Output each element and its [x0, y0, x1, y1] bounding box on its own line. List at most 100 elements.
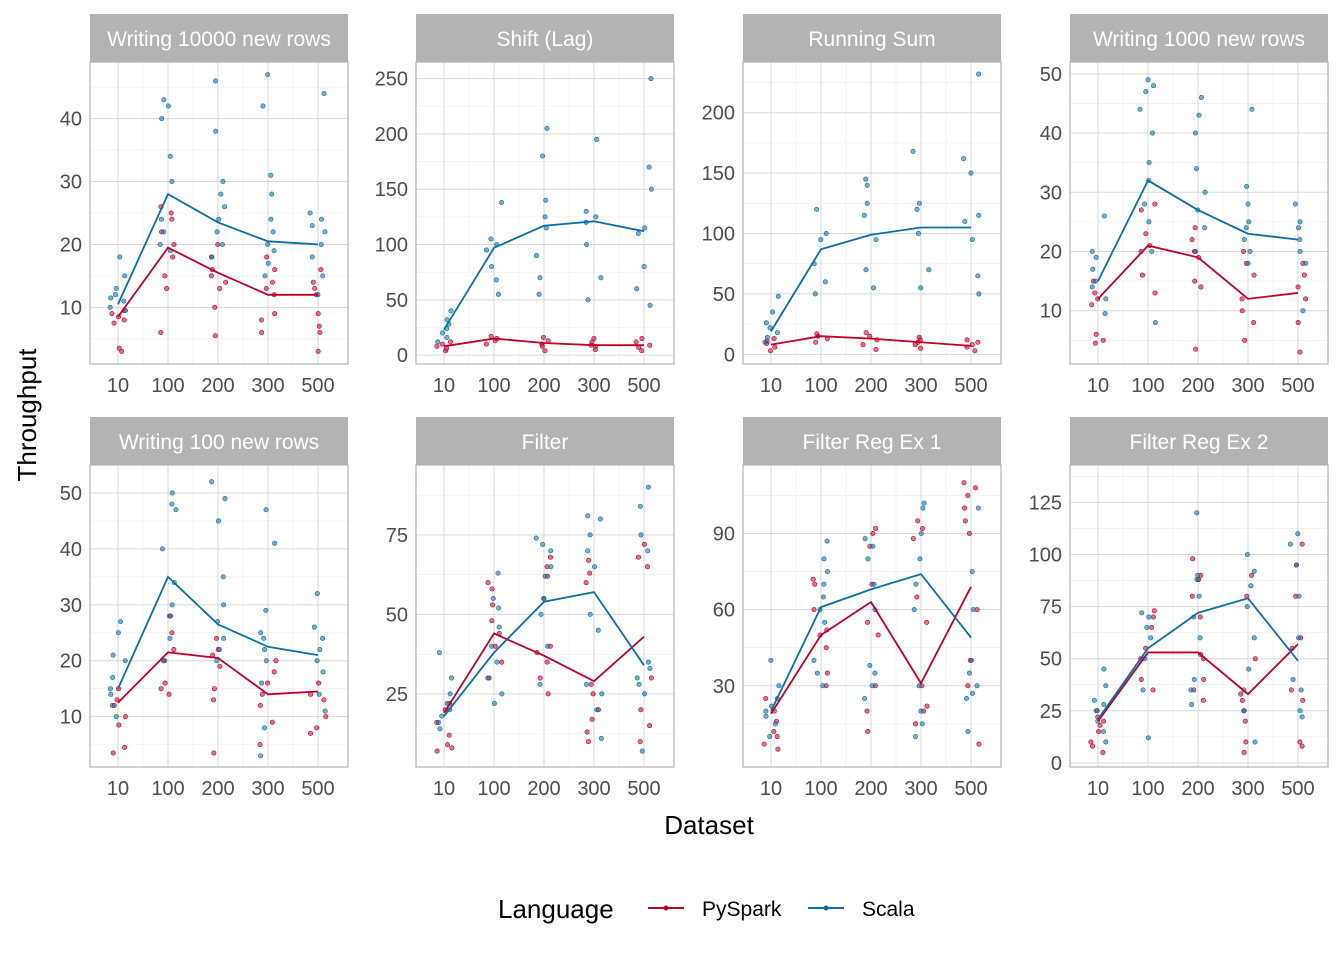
data-point — [647, 302, 653, 308]
data-point — [1240, 248, 1246, 254]
data-point — [321, 697, 327, 703]
legend-label: Scala — [862, 898, 915, 921]
y-tick-label: 25 — [1040, 701, 1062, 723]
data-point — [1101, 702, 1107, 708]
data-point — [116, 722, 122, 728]
data-point — [122, 744, 128, 750]
data-point — [585, 739, 591, 745]
data-point — [259, 680, 265, 686]
data-point — [969, 690, 975, 696]
data-point — [107, 686, 113, 692]
data-point — [108, 691, 114, 697]
data-point — [586, 557, 592, 563]
data-point — [1200, 697, 1206, 703]
data-point — [1093, 278, 1099, 284]
data-point — [913, 581, 919, 587]
data-point — [434, 343, 440, 349]
data-point — [1138, 207, 1144, 213]
panel-border — [742, 61, 1002, 365]
data-point — [489, 618, 495, 624]
data-point — [1103, 683, 1109, 689]
data-point — [435, 719, 441, 725]
data-point — [218, 191, 224, 197]
y-tick-label: 50 — [713, 284, 735, 306]
data-point — [1145, 735, 1151, 741]
data-point — [583, 242, 589, 248]
data-point — [541, 596, 547, 602]
data-point — [863, 267, 869, 273]
data-point — [1249, 106, 1255, 112]
data-point — [646, 164, 652, 170]
facet-strip — [1070, 14, 1328, 62]
data-point — [961, 156, 967, 162]
data-point — [862, 536, 868, 542]
data-point — [974, 683, 980, 689]
data-point — [1149, 130, 1155, 136]
data-point — [1091, 697, 1097, 703]
series-line — [770, 226, 971, 332]
data-point — [1088, 739, 1094, 745]
data-point — [121, 298, 127, 304]
data-point — [109, 702, 115, 708]
data-point — [166, 613, 172, 619]
data-point — [159, 546, 165, 552]
data-point — [260, 103, 266, 109]
facet-strip — [743, 417, 1001, 465]
data-point — [271, 669, 277, 675]
data-point — [1090, 266, 1096, 272]
data-point — [1245, 260, 1251, 266]
data-point — [261, 635, 267, 641]
y-tick-label: 0 — [1051, 753, 1062, 775]
data-point — [314, 725, 320, 731]
data-point — [166, 691, 172, 697]
data-point — [170, 254, 176, 260]
data-point — [1303, 260, 1309, 266]
data-point — [648, 76, 654, 82]
x-tick-label: 200 — [1181, 778, 1214, 800]
data-point — [1192, 130, 1198, 136]
y-tick-label: 60 — [713, 600, 735, 622]
data-point — [220, 574, 226, 580]
data-point — [1251, 272, 1257, 278]
data-point — [1196, 112, 1202, 118]
data-point — [1143, 89, 1149, 95]
data-point — [165, 103, 171, 109]
data-point — [638, 532, 644, 538]
series-line — [770, 586, 972, 715]
data-point — [440, 330, 446, 336]
series-line — [443, 337, 644, 348]
data-point — [544, 125, 550, 131]
data-point — [533, 535, 539, 541]
data-point — [122, 658, 128, 664]
data-point — [1239, 697, 1245, 703]
data-point — [1101, 718, 1107, 724]
x-tick-label: 200 — [201, 778, 234, 800]
data-point — [445, 742, 451, 748]
y-tick-label: 200 — [375, 124, 408, 146]
data-point — [864, 200, 870, 206]
data-point — [767, 734, 773, 740]
data-point — [490, 596, 496, 602]
y-tick-label: 30 — [713, 676, 735, 698]
data-point — [1100, 749, 1106, 755]
data-point — [1246, 219, 1252, 225]
data-point — [1201, 677, 1207, 683]
data-point — [1241, 708, 1247, 714]
data-point — [919, 721, 925, 727]
data-point — [763, 708, 769, 714]
x-tick-label: 100 — [804, 778, 837, 800]
data-point — [162, 680, 168, 686]
data-point — [913, 721, 919, 727]
data-point — [272, 311, 278, 317]
data-point — [115, 630, 121, 636]
series-line — [443, 632, 645, 714]
data-point — [639, 348, 645, 354]
data-point — [211, 686, 217, 692]
data-point — [309, 223, 315, 229]
data-point — [1243, 225, 1249, 231]
y-tick-label: 0 — [724, 344, 735, 366]
data-point — [1251, 635, 1257, 641]
facet-panel: Writing 1000 new rows 10 20 30 40 50 10 100 200 3… — [1040, 14, 1329, 397]
data-point — [1090, 743, 1096, 749]
data-point — [548, 564, 554, 570]
